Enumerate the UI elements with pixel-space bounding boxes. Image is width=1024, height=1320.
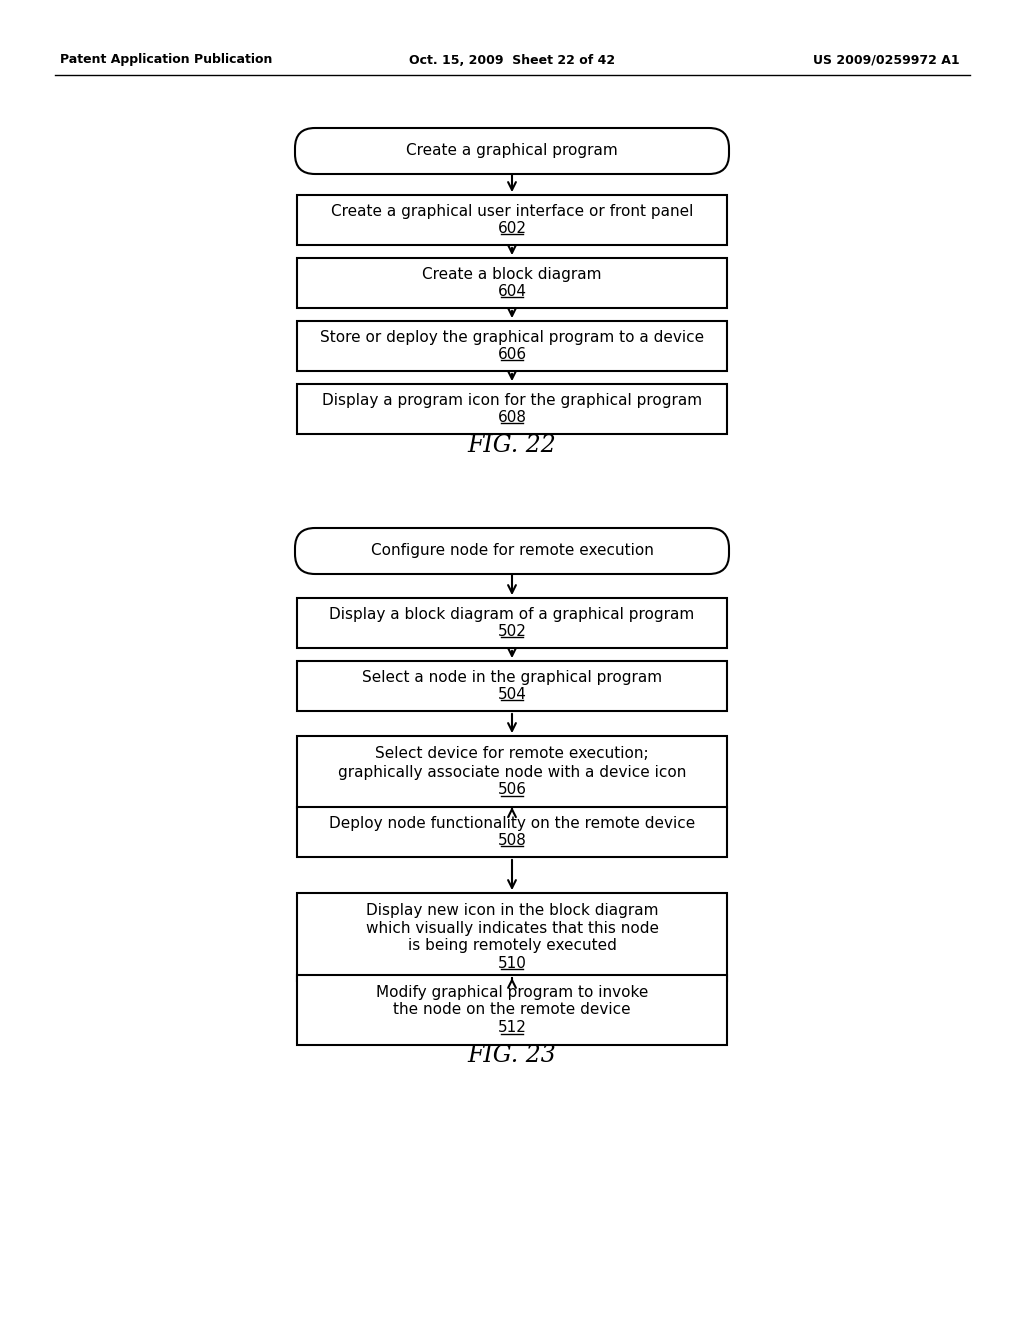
Text: 504: 504 [498,686,526,702]
Text: Oct. 15, 2009  Sheet 22 of 42: Oct. 15, 2009 Sheet 22 of 42 [409,54,615,66]
Text: 506: 506 [498,783,526,797]
Text: Configure node for remote execution: Configure node for remote execution [371,544,653,558]
Bar [297,975,727,1045]
Bar [297,195,727,246]
FancyBboxPatch shape [295,128,729,174]
Text: Select device for remote execution;: Select device for remote execution; [375,747,649,762]
Bar [297,257,727,308]
Bar [297,598,727,648]
Text: 502: 502 [498,624,526,639]
Text: FIG. 23: FIG. 23 [468,1044,556,1067]
Text: Create a graphical program: Create a graphical program [407,144,617,158]
Text: the node on the remote device: the node on the remote device [393,1002,631,1018]
Text: Create a graphical user interface or front panel: Create a graphical user interface or fro… [331,205,693,219]
Bar [297,321,727,371]
Text: Deploy node functionality on the remote device: Deploy node functionality on the remote … [329,816,695,832]
Text: Display new icon in the block diagram: Display new icon in the block diagram [366,903,658,919]
Text: FIG. 22: FIG. 22 [468,433,556,457]
Text: 602: 602 [498,220,526,236]
Text: US 2009/0259972 A1: US 2009/0259972 A1 [813,54,961,66]
Text: Store or deploy the graphical program to a device: Store or deploy the graphical program to… [319,330,705,345]
Text: 608: 608 [498,409,526,425]
Text: 512: 512 [498,1020,526,1035]
Bar [297,807,727,857]
Text: Display a program icon for the graphical program: Display a program icon for the graphical… [322,393,702,408]
Text: 510: 510 [498,956,526,972]
Bar [297,737,727,808]
Text: Modify graphical program to invoke: Modify graphical program to invoke [376,985,648,1001]
Text: Create a block diagram: Create a block diagram [422,267,602,282]
Text: graphically associate node with a device icon: graphically associate node with a device… [338,764,686,780]
FancyBboxPatch shape [295,528,729,574]
Bar [297,661,727,711]
Text: Select a node in the graphical program: Select a node in the graphical program [361,671,663,685]
Text: 604: 604 [498,284,526,298]
Text: which visually indicates that this node: which visually indicates that this node [366,921,658,936]
Text: Display a block diagram of a graphical program: Display a block diagram of a graphical p… [330,607,694,622]
Bar [297,384,727,434]
Text: is being remotely executed: is being remotely executed [408,939,616,953]
Text: 606: 606 [498,347,526,362]
Text: Patent Application Publication: Patent Application Publication [60,54,272,66]
Text: 508: 508 [498,833,526,847]
Bar [297,894,727,981]
